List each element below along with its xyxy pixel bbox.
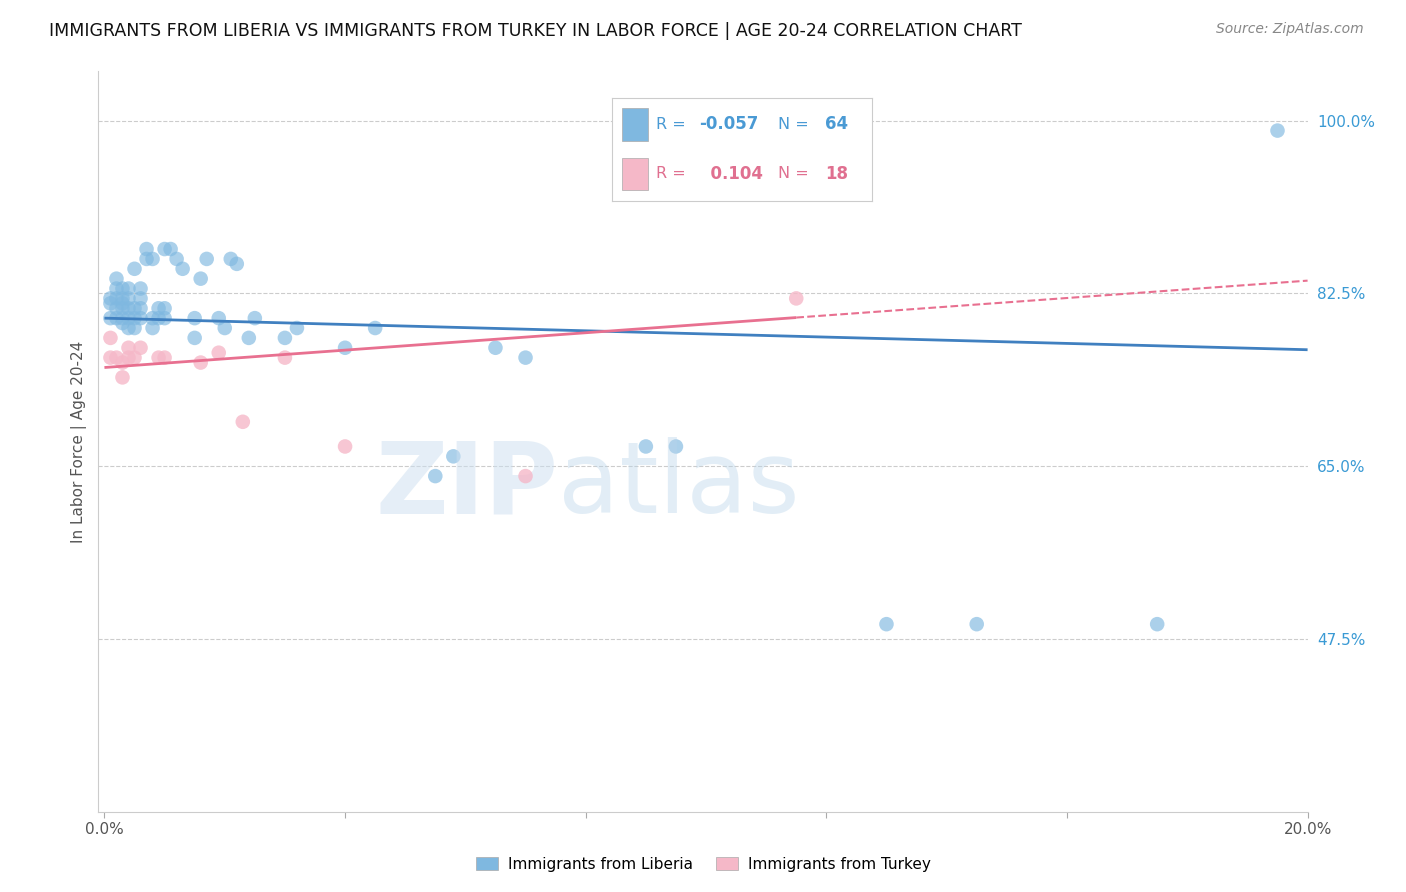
Point bbox=[117, 292, 139, 306]
Point bbox=[105, 301, 128, 316]
Point bbox=[117, 341, 139, 355]
Point bbox=[214, 321, 236, 335]
Point bbox=[515, 351, 537, 365]
Point bbox=[100, 292, 122, 306]
Point bbox=[129, 341, 152, 355]
Point bbox=[172, 261, 194, 276]
Point bbox=[105, 311, 128, 326]
Point bbox=[135, 242, 157, 256]
Text: Source: ZipAtlas.com: Source: ZipAtlas.com bbox=[1216, 22, 1364, 37]
Text: -0.057: -0.057 bbox=[699, 115, 758, 133]
Point bbox=[124, 321, 146, 335]
Point bbox=[105, 271, 128, 285]
Point bbox=[117, 311, 139, 326]
Point bbox=[111, 281, 134, 295]
Point bbox=[238, 331, 260, 345]
Point bbox=[195, 252, 218, 266]
Point bbox=[425, 469, 447, 483]
Point bbox=[111, 355, 134, 369]
Point bbox=[966, 617, 988, 632]
Text: atlas: atlas bbox=[558, 437, 800, 534]
Point bbox=[105, 351, 128, 365]
Point bbox=[100, 296, 122, 310]
Text: IMMIGRANTS FROM LIBERIA VS IMMIGRANTS FROM TURKEY IN LABOR FORCE | AGE 20-24 COR: IMMIGRANTS FROM LIBERIA VS IMMIGRANTS FR… bbox=[49, 22, 1022, 40]
Point bbox=[285, 321, 308, 335]
Point bbox=[124, 311, 146, 326]
Point bbox=[129, 311, 152, 326]
Point bbox=[208, 311, 231, 326]
Point bbox=[129, 301, 152, 316]
Point bbox=[142, 252, 165, 266]
Legend: Immigrants from Liberia, Immigrants from Turkey: Immigrants from Liberia, Immigrants from… bbox=[470, 851, 936, 878]
Point bbox=[159, 242, 181, 256]
Text: N =: N = bbox=[778, 117, 814, 132]
Text: ZIP: ZIP bbox=[375, 437, 558, 534]
Point bbox=[117, 281, 139, 295]
Point bbox=[364, 321, 387, 335]
Y-axis label: In Labor Force | Age 20-24: In Labor Force | Age 20-24 bbox=[72, 341, 87, 542]
Point bbox=[232, 415, 254, 429]
Point bbox=[124, 301, 146, 316]
Point bbox=[148, 351, 170, 365]
Bar bbox=[621, 108, 648, 141]
Point bbox=[166, 252, 188, 266]
Point bbox=[111, 301, 134, 316]
Point bbox=[105, 281, 128, 295]
Point bbox=[190, 355, 212, 369]
Point bbox=[111, 296, 134, 310]
Point bbox=[111, 316, 134, 330]
Point bbox=[124, 261, 146, 276]
Point bbox=[1146, 617, 1168, 632]
Point bbox=[190, 271, 212, 285]
Point bbox=[243, 311, 266, 326]
Text: 0.104: 0.104 bbox=[699, 164, 762, 183]
Point bbox=[111, 370, 134, 384]
Point bbox=[153, 301, 176, 316]
Point bbox=[142, 321, 165, 335]
Point bbox=[111, 311, 134, 326]
Point bbox=[183, 311, 205, 326]
Point bbox=[129, 281, 152, 295]
Text: 18: 18 bbox=[825, 164, 848, 183]
Point bbox=[875, 617, 897, 632]
Point bbox=[665, 440, 688, 454]
Point bbox=[274, 331, 297, 345]
Point bbox=[100, 331, 122, 345]
Point bbox=[100, 311, 122, 326]
Point bbox=[333, 341, 356, 355]
Point bbox=[153, 311, 176, 326]
Point bbox=[441, 450, 464, 464]
Point bbox=[634, 440, 657, 454]
Point bbox=[785, 292, 807, 306]
Point bbox=[129, 292, 152, 306]
Point bbox=[117, 351, 139, 365]
Text: 64: 64 bbox=[825, 115, 848, 133]
Point bbox=[183, 331, 205, 345]
Point bbox=[484, 341, 506, 355]
Text: R =: R = bbox=[655, 117, 690, 132]
Point bbox=[333, 440, 356, 454]
Point bbox=[135, 252, 157, 266]
Point bbox=[148, 311, 170, 326]
Point bbox=[117, 321, 139, 335]
Text: N =: N = bbox=[778, 166, 814, 181]
Point bbox=[124, 351, 146, 365]
Point bbox=[117, 301, 139, 316]
Point bbox=[515, 469, 537, 483]
Point bbox=[153, 242, 176, 256]
Point bbox=[142, 311, 165, 326]
Text: R =: R = bbox=[655, 166, 690, 181]
Bar bbox=[621, 158, 648, 190]
Point bbox=[111, 292, 134, 306]
Point bbox=[274, 351, 297, 365]
Point bbox=[225, 257, 247, 271]
Point bbox=[148, 301, 170, 316]
Point bbox=[1267, 123, 1289, 137]
Point bbox=[153, 351, 176, 365]
Point bbox=[100, 351, 122, 365]
Point bbox=[219, 252, 242, 266]
Point bbox=[208, 345, 231, 359]
Point bbox=[105, 292, 128, 306]
